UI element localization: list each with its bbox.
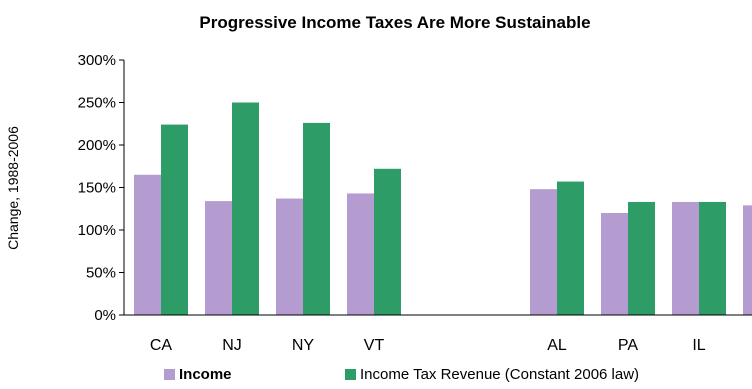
y-axis-label: Change, 1988-2006	[5, 126, 21, 250]
bar-vt-income	[347, 193, 374, 315]
y-tick-label: 200%	[78, 137, 116, 154]
chart-title: Progressive Income Taxes Are More Sustai…	[199, 13, 590, 32]
x-category-label: NY	[292, 337, 315, 354]
x-category-label: NJ	[222, 337, 242, 354]
bar-ca-income	[134, 174, 161, 315]
legend-item-revenue: Income Tax Revenue (Constant 2006 law)	[345, 366, 639, 383]
x-category-label: CA	[150, 337, 173, 354]
legend-swatch-income	[164, 369, 175, 380]
bar-pa-revenue	[628, 201, 655, 315]
bar-al-income	[530, 189, 557, 315]
legend: Income Income Tax Revenue (Constant 2006…	[0, 366, 752, 388]
y-tick-label: 150%	[78, 180, 116, 197]
y-tick-label: 50%	[86, 265, 116, 282]
bar-nj-revenue	[232, 102, 259, 315]
bar-ny-revenue	[303, 122, 330, 316]
bar-al-revenue	[557, 181, 584, 315]
bar-pa-income	[601, 213, 628, 315]
bar-ca-revenue	[161, 124, 188, 315]
x-category-label: AL	[547, 337, 567, 354]
x-category-label: PA	[618, 337, 638, 354]
y-tick-label: 0%	[94, 307, 116, 324]
bar-il-income	[672, 201, 699, 315]
legend-item-income: Income	[164, 366, 232, 383]
bar-in-income	[743, 205, 752, 315]
legend-label-income: Income	[179, 366, 232, 383]
legend-label-revenue: Income Tax Revenue (Constant 2006 law)	[360, 366, 640, 383]
y-tick-label: 300%	[78, 52, 116, 69]
legend-swatch-revenue	[345, 369, 356, 380]
y-tick-label: 100%	[78, 222, 116, 239]
y-tick-label: 250%	[78, 95, 116, 112]
bar-vt-revenue	[374, 168, 401, 315]
x-category-label: IL	[692, 337, 705, 354]
x-category-label: VT	[364, 337, 385, 354]
bar-il-revenue	[699, 201, 726, 315]
bar-ny-income	[276, 198, 303, 315]
bar-nj-income	[205, 201, 232, 315]
